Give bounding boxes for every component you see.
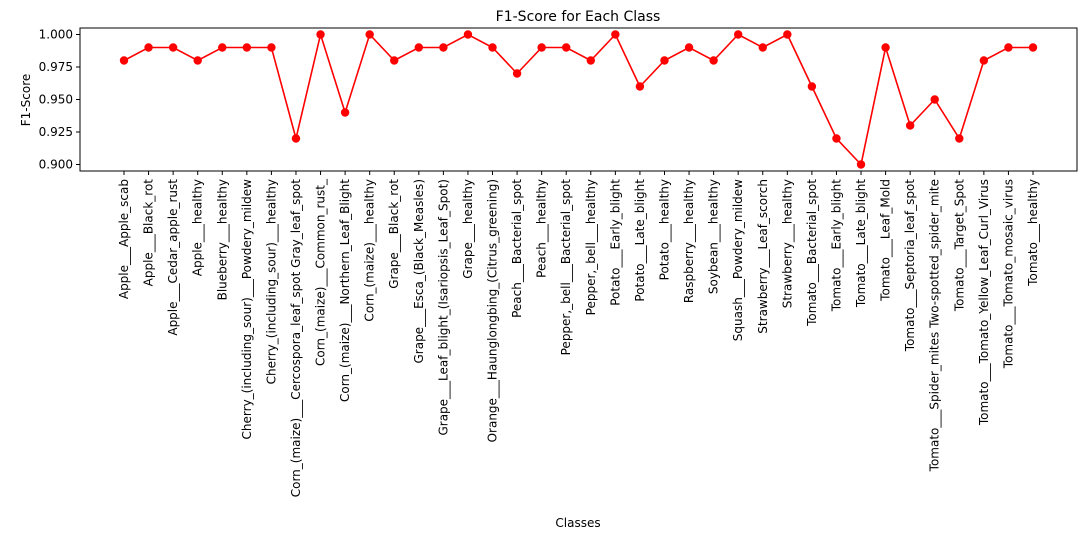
data-point <box>758 43 767 52</box>
y-tick-label: 0.925 <box>39 125 73 139</box>
chart-title: F1-Score for Each Class <box>496 9 661 25</box>
data-point <box>807 82 817 91</box>
data-point <box>881 43 890 52</box>
data-point <box>635 82 645 91</box>
data-point <box>267 43 276 52</box>
data-point <box>1004 43 1013 52</box>
data-point <box>218 43 227 52</box>
x-tick-label: Cherry_(including_sour)___healthy <box>264 179 278 384</box>
x-tick-label: Soybean___healthy <box>707 179 721 294</box>
data-point <box>193 56 202 65</box>
x-tick-label: Apple___Black_rot <box>142 179 156 287</box>
x-tick-label: Strawberry___Leaf_scorch <box>756 179 770 334</box>
data-point <box>365 30 374 39</box>
series-f1-score <box>119 30 1038 169</box>
x-tick-label: Squash___Powdery_mildew <box>731 179 745 341</box>
y-tick-label: 1.000 <box>39 28 73 42</box>
x-tick-label: Potato___healthy <box>657 179 671 280</box>
y-tick-label: 0.950 <box>39 93 73 107</box>
x-axis: Apple___Apple_scab Apple___Black_rot Apple… <box>117 171 1040 497</box>
x-tick-label: Pepper,_bell___Bacterial_spot <box>559 179 573 356</box>
data-point <box>414 43 424 52</box>
y-tick-label: 0.975 <box>39 60 73 74</box>
data-point <box>905 121 915 130</box>
x-tick-label: Apple___Cedar_apple_rust <box>166 179 180 336</box>
data-point <box>660 56 669 65</box>
x-tick-label: Tomato___Early_blight <box>829 179 843 313</box>
x-tick-label: Potato___Early_blight <box>608 179 622 306</box>
x-tick-label: Corn_(maize)___healthy <box>363 179 377 322</box>
data-point <box>562 43 571 52</box>
data-point <box>955 134 964 143</box>
data-point <box>611 30 620 39</box>
data-point <box>733 30 743 39</box>
data-point <box>1028 43 1038 52</box>
x-tick-label: Tomato___Tomato_Yellow_Leaf_Curl_Virus <box>977 179 991 426</box>
x-tick-label: Tomato___Septoria_leaf_spot <box>903 179 917 353</box>
data-point <box>439 43 448 52</box>
x-tick-label: Peach___Bacterial_spot <box>510 179 524 318</box>
x-tick-label: Corn_(maize)___Common_rust_ <box>314 178 328 366</box>
data-point <box>168 43 178 52</box>
x-tick-label: Raspberry___healthy <box>682 179 696 303</box>
x-tick-label: Tomato___Late_blight <box>854 179 868 308</box>
data-point <box>390 56 399 65</box>
x-tick-label: Tomato___Tomato_mosaic_virus <box>1001 179 1015 369</box>
data-point <box>488 43 497 52</box>
data-point <box>856 160 866 169</box>
y-axis: 0.900 0.925 0.950 0.975 1.000 <box>39 28 80 172</box>
x-tick-label: Tomato___Spider_mites Two-spotted_spider… <box>928 179 942 472</box>
x-tick-label: Cherry_(including_sour)___Powdery_mildew <box>240 179 254 440</box>
x-axis-label: Classes <box>555 516 600 530</box>
data-point <box>119 56 129 65</box>
x-tick-label: Tomato___healthy <box>1026 179 1040 287</box>
x-tick-label: Grape___Black_rot <box>387 179 401 289</box>
data-point <box>316 30 325 39</box>
x-tick-label: Potato___Late_blight <box>633 179 647 302</box>
x-tick-label: Grape___healthy <box>461 179 475 279</box>
data-point <box>463 30 473 39</box>
data-point <box>242 43 252 52</box>
data-point <box>291 134 301 143</box>
data-point <box>512 69 522 78</box>
x-tick-label: Apple___Apple_scab <box>117 179 131 299</box>
x-tick-label: Corn_(maize)___Northern_Leaf_Blight <box>338 179 352 402</box>
x-tick-label: Tomato___Target_Spot <box>952 179 966 312</box>
x-tick-label: Grape___Leaf_blight_(Isariopsis_Leaf_Spo… <box>436 179 450 436</box>
data-point <box>979 56 989 65</box>
x-tick-label: Pepper,_bell___healthy <box>584 179 598 315</box>
data-point <box>783 30 792 39</box>
data-point <box>586 56 595 65</box>
data-point <box>340 108 350 117</box>
x-tick-label: Peach___healthy <box>535 179 549 278</box>
x-tick-label: Strawberry___healthy <box>780 179 794 308</box>
x-tick-label: Grape___Esca_(Black_Measles) <box>412 179 426 364</box>
x-tick-label: Corn_(maize)___Cercospora_leaf_spot Gray… <box>289 179 303 498</box>
x-tick-label: Orange___Haunglongbing_(Citrus_greening) <box>486 179 500 442</box>
y-axis-label: F1-Score <box>19 74 33 126</box>
data-point <box>832 134 841 143</box>
x-tick-label: Tomato___Bacterial_spot <box>805 179 819 327</box>
series-line <box>123 31 1033 167</box>
data-point <box>144 43 153 52</box>
data-point <box>684 43 694 52</box>
x-tick-label: Blueberry___healthy <box>215 179 229 300</box>
data-point <box>709 56 718 65</box>
x-tick-label: Tomato___Leaf_Mold <box>879 179 893 302</box>
y-tick-label: 0.900 <box>39 158 73 172</box>
x-tick-label: Apple___healthy <box>191 179 205 276</box>
plot-area-frame <box>79 27 1078 172</box>
data-point <box>930 95 939 104</box>
data-point <box>537 43 546 52</box>
